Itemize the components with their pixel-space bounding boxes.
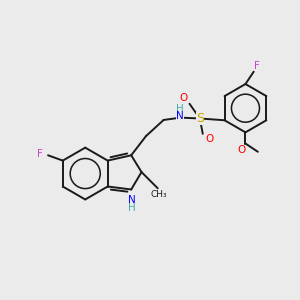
Text: O: O bbox=[238, 145, 246, 155]
Text: H: H bbox=[128, 203, 136, 213]
Text: O: O bbox=[179, 94, 187, 103]
Text: N: N bbox=[176, 111, 184, 121]
Text: O: O bbox=[205, 134, 213, 144]
Text: F: F bbox=[254, 61, 260, 71]
Text: CH₃: CH₃ bbox=[151, 190, 167, 199]
Text: S: S bbox=[196, 112, 204, 125]
Text: N: N bbox=[128, 195, 136, 205]
Text: F: F bbox=[37, 149, 43, 159]
Text: H: H bbox=[176, 104, 184, 114]
